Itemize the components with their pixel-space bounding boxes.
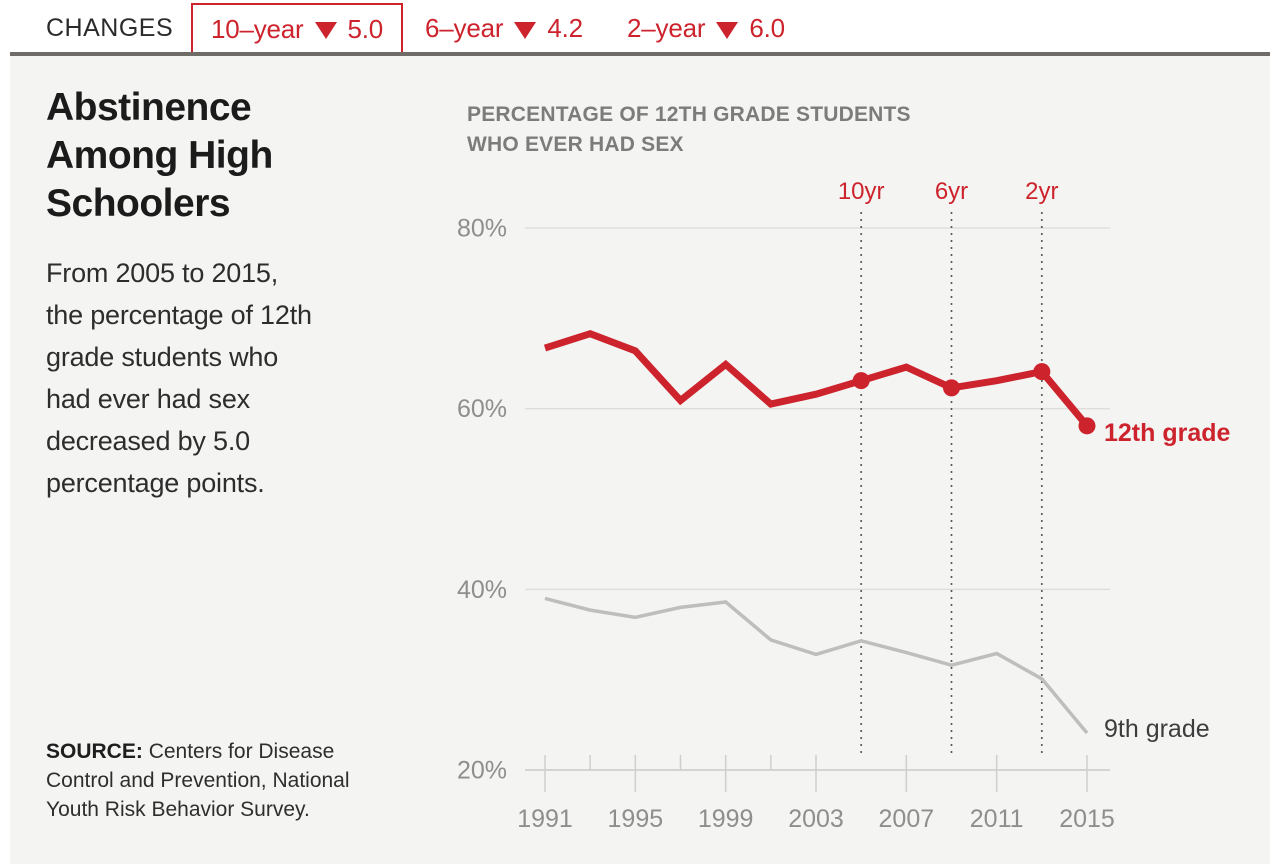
- data-point-marker: [943, 379, 961, 397]
- changes-header: CHANGES 10–year 5.0 6–year 4.2 2–year 6.…: [0, 0, 1280, 53]
- down-triangle-icon: [716, 21, 739, 39]
- chart-svg: 80% 60% 40% 20% 10yr 6yr 2yr 1991 1995 1999 2003 20…: [457, 178, 1231, 833]
- x-axis-label: 2011: [970, 805, 1024, 833]
- source-text: Centers for Disease Control and Preventi…: [46, 740, 350, 821]
- change-value: 6.0: [749, 13, 785, 43]
- x-axis-label: 1991: [517, 805, 573, 833]
- series-line-12th-grade: [543, 329, 1090, 429]
- data-point-marker: [852, 372, 870, 390]
- source-label: SOURCE:: [46, 740, 143, 763]
- change-item-6-year[interactable]: 6–year 4.2: [425, 13, 583, 44]
- down-triangle-icon: [314, 22, 337, 39]
- series-line-9th-grade: [544, 596, 1089, 735]
- content: Abstinence Among High Schoolers From 200…: [10, 56, 1270, 864]
- change-value: 4.2: [547, 13, 583, 43]
- change-period-label: 2–year: [627, 13, 706, 43]
- changes-label: CHANGES: [46, 14, 174, 42]
- change-period-label: 10–year: [210, 13, 304, 44]
- series-label-9th-grade: 9th grade: [1104, 715, 1210, 743]
- y-axis-label: 20%: [457, 756, 507, 784]
- down-triangle-icon: [514, 21, 537, 39]
- x-axis-label: 1999: [698, 805, 754, 833]
- x-axis-label: 2015: [1059, 805, 1115, 833]
- y-axis-label: 60%: [457, 395, 507, 423]
- x-axis-label: 1995: [608, 805, 664, 833]
- x-axis-label: 2007: [879, 805, 935, 833]
- annotation-label: 10yr: [838, 178, 885, 205]
- data-point-marker: [1033, 363, 1051, 381]
- y-axis-label: 80%: [457, 215, 507, 243]
- series-label-12th-grade: 12th grade: [1104, 419, 1231, 447]
- change-item-10-year[interactable]: 10–year 5.0: [191, 3, 403, 53]
- annotation-label: 6yr: [935, 178, 968, 205]
- data-point-marker: [1078, 417, 1096, 435]
- description: From 2005 to 2015, the percentage of 12t…: [46, 258, 312, 498]
- page-title: Abstinence Among High Schoolers: [46, 86, 273, 225]
- source-note: SOURCE: Centers for Disease Control and …: [46, 737, 380, 824]
- annotation-label: 2yr: [1025, 178, 1058, 205]
- divider: [10, 52, 1270, 56]
- change-value: 5.0: [347, 13, 384, 44]
- change-item-2-year[interactable]: 2–year 6.0: [627, 13, 785, 44]
- change-period-label: 6–year: [425, 13, 504, 43]
- chart-title: PERCENTAGE OF 12TH GRADE STUDENTS WHO EV…: [467, 103, 911, 156]
- x-axis-label: 2003: [788, 805, 844, 833]
- y-axis-label: 40%: [457, 576, 507, 604]
